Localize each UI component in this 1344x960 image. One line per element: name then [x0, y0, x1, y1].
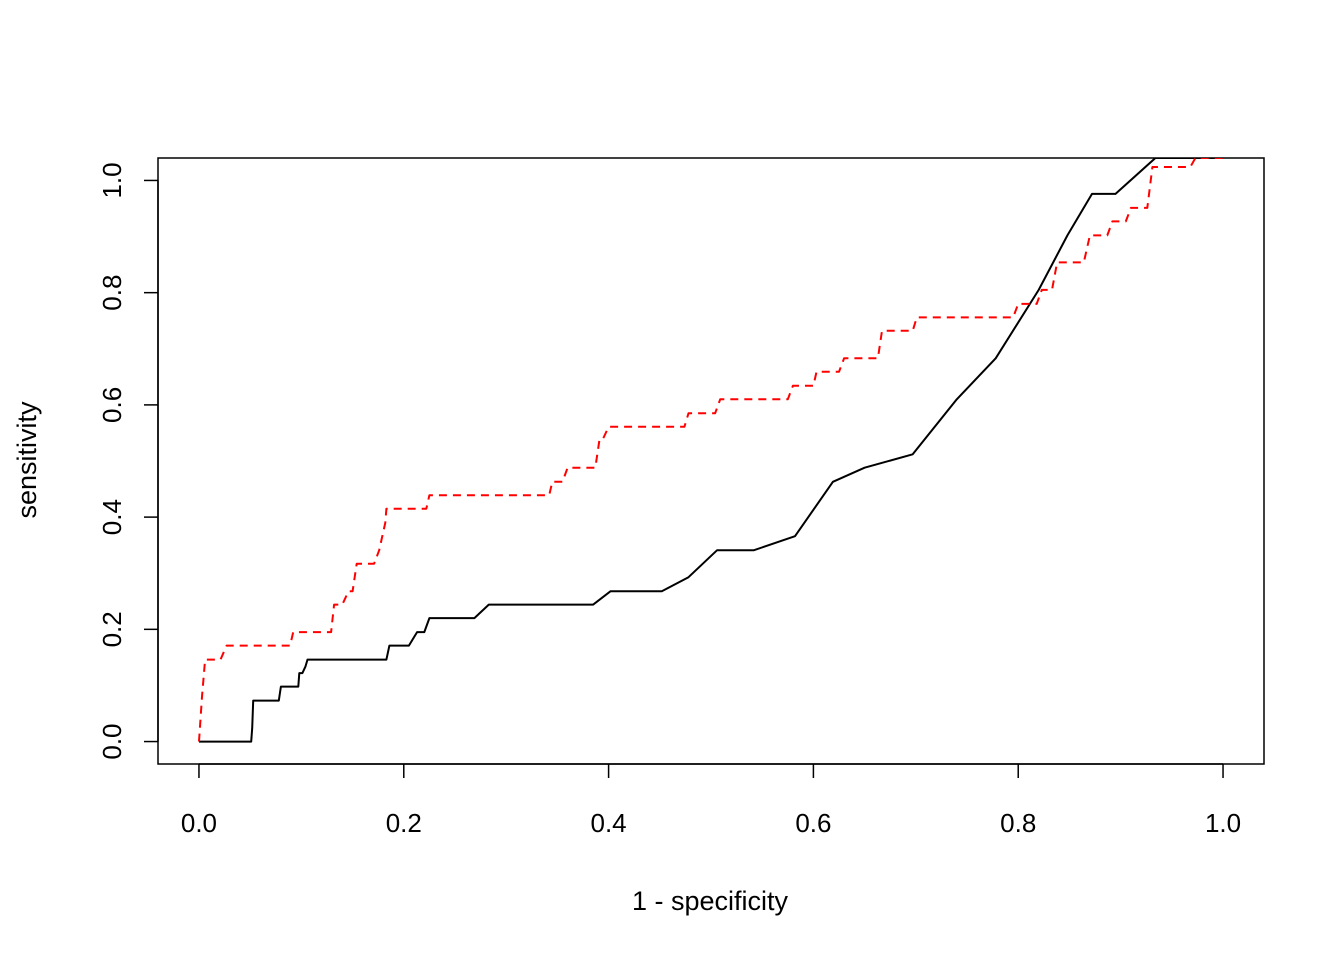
x-tick-label: 0.6	[795, 808, 831, 838]
x-tick-label: 0.0	[181, 808, 217, 838]
y-tick-label: 1.0	[97, 162, 127, 198]
x-tick-label: 1.0	[1205, 808, 1241, 838]
series-layer	[198, 158, 1223, 743]
y-tick-label: 0.4	[97, 499, 127, 535]
series-line-solid	[199, 158, 1223, 743]
x-axis-title: 1 - specificity	[632, 886, 789, 916]
y-axis: 0.0 0.2 0.4 0.6 0.8 1.0	[97, 162, 159, 760]
series-line-dashed	[198, 158, 1223, 742]
y-tick-label: 0.0	[97, 723, 127, 759]
x-tick-label: 0.4	[591, 808, 627, 838]
y-tick-label: 0.8	[97, 275, 127, 311]
y-axis-title: sensitivity	[12, 401, 42, 519]
y-tick-label: 0.6	[97, 387, 127, 423]
x-tick-label: 0.2	[386, 808, 422, 838]
y-tick-label: 0.2	[97, 611, 127, 647]
x-tick-label: 0.8	[1000, 808, 1036, 838]
plot-frame	[157, 157, 1265, 765]
x-axis: 0.0 0.2 0.4 0.6 0.8 1.0	[181, 763, 1241, 838]
